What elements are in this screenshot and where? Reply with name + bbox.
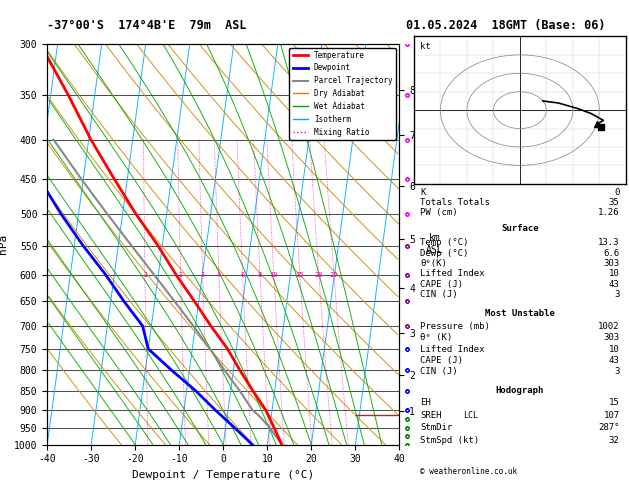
Text: K: K (420, 188, 426, 197)
Text: 303: 303 (603, 259, 620, 268)
Text: 287°: 287° (598, 423, 620, 433)
Y-axis label: hPa: hPa (0, 234, 8, 254)
Text: kt: kt (420, 42, 431, 52)
Text: StmDir: StmDir (420, 423, 452, 433)
Text: 1.26: 1.26 (598, 208, 620, 217)
X-axis label: Dewpoint / Temperature (°C): Dewpoint / Temperature (°C) (132, 470, 314, 480)
Text: SREH: SREH (420, 411, 442, 419)
Text: CIN (J): CIN (J) (420, 290, 458, 299)
Text: 35: 35 (609, 198, 620, 207)
Text: 43: 43 (609, 279, 620, 289)
Text: 1: 1 (143, 272, 147, 278)
Text: 10: 10 (609, 345, 620, 353)
Text: © weatheronline.co.uk: © weatheronline.co.uk (420, 467, 517, 476)
Text: 01.05.2024  18GMT (Base: 06): 01.05.2024 18GMT (Base: 06) (406, 18, 605, 32)
Text: 8: 8 (258, 272, 262, 278)
Text: -37°00'S  174°4B'E  79m  ASL: -37°00'S 174°4B'E 79m ASL (47, 18, 247, 32)
Text: 25: 25 (330, 272, 338, 278)
Text: Totals Totals: Totals Totals (420, 198, 490, 207)
Text: CAPE (J): CAPE (J) (420, 279, 463, 289)
Text: 303: 303 (603, 333, 620, 343)
Text: 1002: 1002 (598, 322, 620, 331)
Text: EH: EH (420, 398, 431, 407)
Text: Lifted Index: Lifted Index (420, 269, 485, 278)
Text: 13.3: 13.3 (598, 238, 620, 247)
Text: 3: 3 (614, 366, 620, 376)
Text: Surface: Surface (501, 224, 538, 233)
Text: 0: 0 (614, 188, 620, 197)
Text: CIN (J): CIN (J) (420, 366, 458, 376)
Text: 6: 6 (240, 272, 245, 278)
Text: StmSpd (kt): StmSpd (kt) (420, 436, 479, 445)
Text: 32: 32 (609, 436, 620, 445)
Text: Most Unstable: Most Unstable (485, 309, 555, 318)
Text: PW (cm): PW (cm) (420, 208, 458, 217)
Text: Hodograph: Hodograph (496, 386, 544, 395)
Text: Pressure (mb): Pressure (mb) (420, 322, 490, 331)
Text: 6.6: 6.6 (603, 249, 620, 258)
Text: 107: 107 (603, 411, 620, 419)
Text: 3: 3 (614, 290, 620, 299)
Text: 3: 3 (201, 272, 205, 278)
Text: Temp (°C): Temp (°C) (420, 238, 469, 247)
Text: 15: 15 (609, 398, 620, 407)
Text: 15: 15 (296, 272, 304, 278)
Text: 10: 10 (270, 272, 278, 278)
Legend: Temperature, Dewpoint, Parcel Trajectory, Dry Adiabat, Wet Adiabat, Isotherm, Mi: Temperature, Dewpoint, Parcel Trajectory… (289, 48, 396, 139)
Text: Dewp (°C): Dewp (°C) (420, 249, 469, 258)
Text: θᵉ(K): θᵉ(K) (420, 259, 447, 268)
Y-axis label: km
ASL: km ASL (426, 233, 443, 255)
Text: CAPE (J): CAPE (J) (420, 356, 463, 364)
Text: θᵉ (K): θᵉ (K) (420, 333, 452, 343)
Text: 43: 43 (609, 356, 620, 364)
Text: Lifted Index: Lifted Index (420, 345, 485, 353)
Text: 4: 4 (217, 272, 221, 278)
Text: 10: 10 (609, 269, 620, 278)
Text: LCL: LCL (463, 411, 478, 419)
Text: 20: 20 (314, 272, 323, 278)
Text: 2: 2 (179, 272, 182, 278)
